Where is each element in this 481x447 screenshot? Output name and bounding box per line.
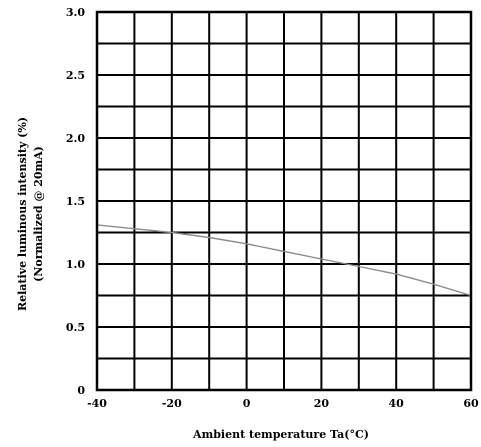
x-tick-label: 40 [389, 397, 405, 410]
y-tick-label: 2.5 [66, 69, 85, 82]
x-tick-labels: -40 -20 0 20 40 60 [87, 397, 479, 410]
x-tick-label: 0 [243, 397, 251, 410]
y-tick-labels: 0 0.5 1.0 1.5 2.0 2.5 3.0 [66, 6, 85, 397]
y-axis-title: Relative luminous intensity (%) [16, 117, 29, 311]
x-tick-label: -20 [162, 397, 182, 410]
plot-frame [95, 10, 473, 392]
series-line [96, 224, 472, 297]
y-tick-label: 1.5 [66, 195, 85, 208]
y-tick-label: 1.0 [66, 258, 85, 271]
y-tick-label: 0 [77, 384, 85, 397]
series-layer [96, 224, 472, 297]
plot-border [95, 10, 473, 392]
grid [96, 11, 472, 391]
y-tick-label: 3.0 [66, 6, 85, 19]
x-tick-label: -40 [87, 397, 107, 410]
x-tick-label: 20 [314, 397, 330, 410]
y-tick-label: 0.5 [66, 321, 85, 334]
x-axis-title: Ambient temperature Ta(°C) [192, 428, 369, 441]
y-axis-subtitle: (Normalized @ 20mA) [32, 146, 45, 282]
y-tick-label: 2.0 [66, 132, 85, 145]
x-tick-label: 60 [463, 397, 479, 410]
